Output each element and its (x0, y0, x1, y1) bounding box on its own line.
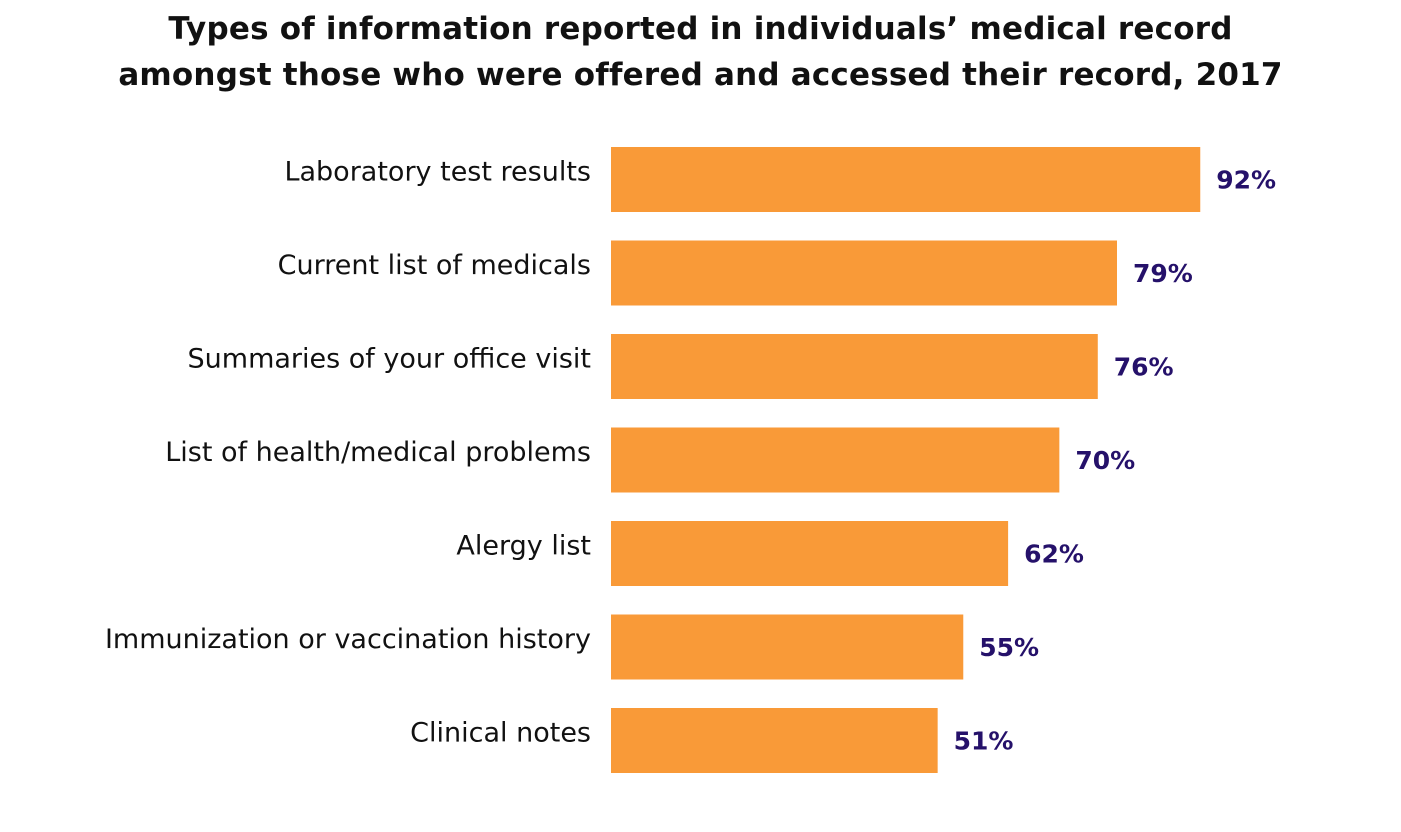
category-label: Clinical notes (410, 718, 591, 749)
value-label: 79% (1133, 259, 1193, 288)
bar (611, 614, 964, 680)
value-label: 55% (979, 633, 1039, 662)
value-label: 62% (1024, 540, 1084, 569)
category-label: Alergy list (456, 531, 591, 562)
category-label: Summaries of your office visit (188, 344, 591, 375)
bar (611, 240, 1117, 306)
chart-title: Types of information reported in individ… (0, 6, 1401, 98)
bar (611, 521, 1009, 586)
value-label: 92% (1216, 166, 1276, 195)
chart-title-line-1: Types of information reported in individ… (168, 11, 1233, 47)
chart-title-line-2: amongst those who were offered and acces… (118, 57, 1283, 93)
value-label: 70% (1075, 446, 1135, 475)
bar (611, 427, 1060, 493)
value-label: 51% (954, 727, 1014, 756)
bar (611, 334, 1098, 399)
category-label: Current list of medicals (278, 250, 591, 281)
category-label: Laboratory test results (284, 157, 591, 188)
value-label: 76% (1114, 353, 1174, 382)
bars-layer: Laboratory test results 92% Current list o… (105, 147, 1276, 773)
bar (611, 708, 938, 773)
category-label: List of health/medical problems (165, 437, 591, 468)
category-label: Immunization or vaccination history (105, 624, 591, 655)
bar (611, 147, 1201, 212)
